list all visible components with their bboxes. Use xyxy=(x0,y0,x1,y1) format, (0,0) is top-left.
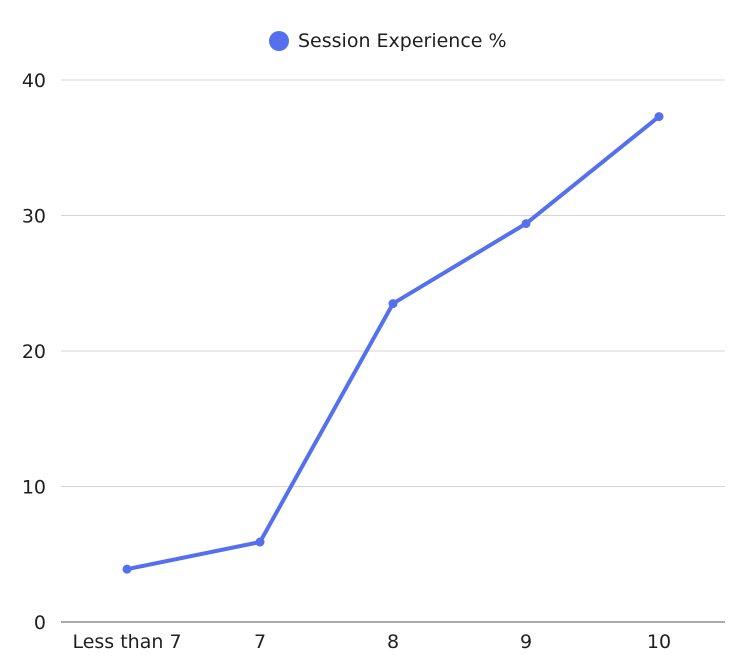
x-axis-ticks: Less than 7 7 8 9 10 xyxy=(72,631,671,653)
y-tick-label: 10 xyxy=(22,477,46,499)
legend-marker-session-experience xyxy=(269,31,289,51)
y-tick-label: 30 xyxy=(22,206,46,228)
data-point xyxy=(388,299,398,309)
series-session-experience xyxy=(122,112,664,574)
x-tick-label: 9 xyxy=(520,631,532,653)
y-axis-ticks: 0 10 20 30 40 xyxy=(22,70,46,634)
gridlines xyxy=(61,79,725,487)
x-tick-label: Less than 7 xyxy=(72,631,181,653)
series-line xyxy=(125,114,661,572)
x-tick-label: 7 xyxy=(254,631,266,653)
data-point xyxy=(122,564,132,574)
x-tick-label: 8 xyxy=(387,631,399,653)
data-point xyxy=(654,112,664,122)
y-tick-label: 40 xyxy=(22,70,46,92)
data-point xyxy=(255,537,265,547)
y-tick-label: 0 xyxy=(34,612,46,634)
legend-label-session-experience: Session Experience % xyxy=(298,30,507,52)
x-tick-label: 10 xyxy=(647,631,671,653)
y-tick-label: 20 xyxy=(22,341,46,363)
legend: Session Experience % xyxy=(269,30,507,52)
data-point xyxy=(521,219,531,229)
